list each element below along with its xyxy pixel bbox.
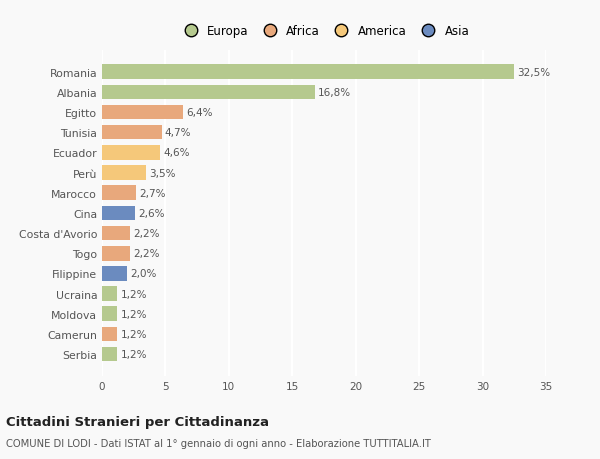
- Bar: [102, 126, 161, 140]
- Bar: [102, 206, 135, 221]
- Legend: Europa, Africa, America, Asia: Europa, Africa, America, Asia: [174, 21, 474, 43]
- Bar: [102, 347, 117, 362]
- Bar: [102, 267, 127, 281]
- Text: 1,2%: 1,2%: [121, 349, 147, 359]
- Text: 1,2%: 1,2%: [121, 329, 147, 339]
- Bar: [102, 65, 514, 80]
- Text: 3,5%: 3,5%: [149, 168, 176, 178]
- Text: 2,0%: 2,0%: [131, 269, 157, 279]
- Text: 2,7%: 2,7%: [139, 188, 166, 198]
- Bar: [102, 307, 117, 321]
- Text: 2,2%: 2,2%: [133, 229, 160, 239]
- Text: 1,2%: 1,2%: [121, 289, 147, 299]
- Text: COMUNE DI LODI - Dati ISTAT al 1° gennaio di ogni anno - Elaborazione TUTTITALIA: COMUNE DI LODI - Dati ISTAT al 1° gennai…: [6, 438, 431, 448]
- Bar: [102, 246, 130, 261]
- Bar: [102, 85, 315, 100]
- Bar: [102, 287, 117, 301]
- Bar: [102, 186, 136, 201]
- Text: 2,2%: 2,2%: [133, 249, 160, 259]
- Text: 4,6%: 4,6%: [164, 148, 190, 158]
- Text: 16,8%: 16,8%: [318, 88, 352, 98]
- Text: 2,6%: 2,6%: [138, 208, 164, 218]
- Text: 32,5%: 32,5%: [517, 67, 551, 78]
- Text: 6,4%: 6,4%: [187, 108, 213, 118]
- Text: 1,2%: 1,2%: [121, 309, 147, 319]
- Bar: [102, 226, 130, 241]
- Bar: [102, 327, 117, 341]
- Bar: [102, 106, 183, 120]
- Bar: [102, 166, 146, 180]
- Bar: [102, 146, 160, 160]
- Text: 4,7%: 4,7%: [165, 128, 191, 138]
- Text: Cittadini Stranieri per Cittadinanza: Cittadini Stranieri per Cittadinanza: [6, 415, 269, 428]
